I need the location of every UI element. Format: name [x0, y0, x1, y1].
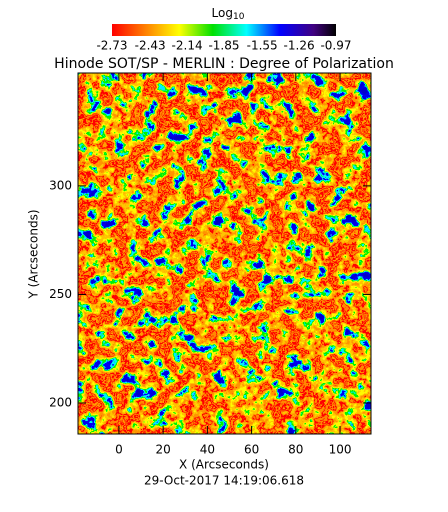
y-tick-label: 300 — [49, 178, 72, 192]
x-tick-label: 100 — [329, 443, 352, 457]
colorbar-tick-label: -1.55 — [247, 39, 278, 53]
x-tick-label: 60 — [244, 443, 259, 457]
footer-timestamp: 29-Oct-2017 14:19:06.618 — [144, 474, 304, 488]
colorbar-title-subscript: 10 — [233, 12, 245, 22]
colorbar-tick-label: -2.43 — [135, 39, 166, 53]
colorbar-tick-label: -0.97 — [320, 39, 351, 53]
x-tick-label: 20 — [155, 443, 170, 457]
x-tick-label: 40 — [200, 443, 215, 457]
colorbar-tick-label: -1.85 — [208, 39, 239, 53]
colorbar-title: Log10 — [212, 6, 245, 22]
y-tick-label: 250 — [49, 287, 72, 301]
colorbar — [112, 24, 336, 36]
colorbar-tick-label: -2.14 — [172, 39, 203, 53]
chart-title: Hinode SOT/SP - MERLIN : Degree of Polar… — [54, 56, 394, 72]
plot-frame — [77, 72, 372, 435]
x-axis-label: X (Arcseconds) — [179, 458, 269, 472]
y-axis-label: Y (Arcseconds) — [27, 209, 41, 299]
y-tick-label: 200 — [49, 395, 72, 409]
colorbar-title-base: Log — [212, 6, 233, 20]
x-tick-label: 0 — [115, 443, 123, 457]
colorbar-tick-label: -1.26 — [284, 39, 315, 53]
colorbar-tick-label: -2.73 — [96, 39, 127, 53]
x-tick-label: 80 — [288, 443, 303, 457]
polarization-image — [78, 73, 371, 434]
